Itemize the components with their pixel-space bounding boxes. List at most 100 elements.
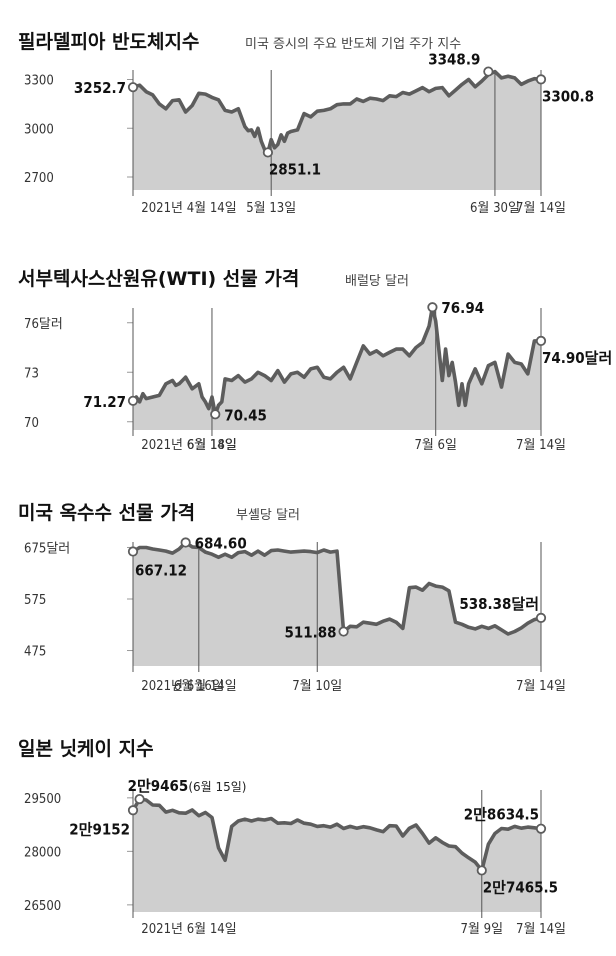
data-point bbox=[221, 401, 223, 403]
y-tick-label: 29500 bbox=[24, 792, 61, 807]
data-point bbox=[507, 75, 509, 77]
data-point bbox=[527, 373, 529, 375]
data-point bbox=[349, 378, 351, 380]
data-point bbox=[415, 824, 417, 826]
data-point bbox=[533, 78, 536, 80]
data-point bbox=[237, 108, 239, 110]
data-point bbox=[323, 109, 325, 111]
series-area bbox=[133, 307, 541, 430]
data-point bbox=[375, 829, 378, 831]
data-point bbox=[310, 368, 312, 370]
data-point bbox=[343, 103, 345, 105]
data-point bbox=[428, 842, 430, 844]
panel-title: 미국 옥수수 선물 가격 bbox=[18, 502, 195, 524]
data-point bbox=[382, 100, 384, 102]
data-point bbox=[458, 404, 460, 406]
data-point bbox=[171, 809, 174, 811]
data-point bbox=[158, 394, 160, 396]
x-tick-label: 6월 30일 bbox=[470, 201, 520, 216]
data-point bbox=[389, 825, 391, 827]
annotation-marker bbox=[127, 395, 139, 406]
data-point bbox=[395, 348, 397, 350]
data-point bbox=[145, 546, 147, 549]
data-point bbox=[191, 388, 193, 390]
data-point bbox=[435, 320, 437, 322]
data-point bbox=[356, 626, 358, 628]
data-point bbox=[421, 342, 424, 344]
y-tick-label: 3300 bbox=[24, 74, 54, 89]
data-point bbox=[165, 383, 167, 385]
data-point bbox=[277, 822, 279, 824]
panel-subtitle: 부셸당 달러 bbox=[236, 508, 300, 523]
annotation-marker bbox=[483, 66, 494, 77]
annotation-marker bbox=[535, 612, 547, 623]
data-point bbox=[303, 550, 305, 552]
data-points bbox=[132, 541, 542, 635]
data-point bbox=[362, 621, 364, 623]
data-point bbox=[296, 551, 299, 553]
data-point bbox=[260, 140, 262, 142]
panel-title: 일본 닛케이 지수 bbox=[18, 738, 154, 760]
data-point bbox=[224, 859, 226, 861]
data-point bbox=[520, 363, 522, 365]
data-points bbox=[132, 306, 542, 415]
data-point bbox=[382, 620, 384, 622]
data-point bbox=[290, 130, 292, 133]
annotation-label: 2851.1 bbox=[269, 160, 321, 178]
data-point bbox=[481, 80, 483, 82]
x-tick-label: 7월 14일 bbox=[516, 922, 566, 937]
data-point bbox=[250, 378, 253, 380]
data-point bbox=[280, 134, 282, 136]
data-point bbox=[244, 126, 246, 128]
data-point bbox=[375, 623, 378, 625]
data-point bbox=[171, 100, 174, 102]
data-point bbox=[451, 361, 453, 363]
y-tick-label: 28000 bbox=[24, 845, 61, 860]
data-point bbox=[211, 553, 213, 555]
data-point bbox=[204, 93, 206, 95]
data-point bbox=[481, 383, 483, 385]
data-point bbox=[445, 348, 447, 350]
annotation-marker bbox=[262, 147, 274, 158]
data-point bbox=[415, 90, 417, 92]
data-point bbox=[145, 91, 147, 93]
data-point bbox=[316, 825, 318, 828]
data-point bbox=[277, 143, 279, 146]
data-point bbox=[375, 98, 378, 100]
data-point bbox=[303, 376, 305, 378]
data-point bbox=[454, 381, 457, 383]
data-point bbox=[237, 375, 239, 377]
data-point bbox=[244, 818, 246, 820]
data-point bbox=[158, 804, 160, 806]
data-point bbox=[441, 379, 443, 382]
data-point bbox=[533, 619, 536, 621]
data-point bbox=[310, 823, 312, 825]
data-point bbox=[435, 585, 437, 587]
data-point bbox=[217, 99, 220, 101]
data-point bbox=[520, 83, 522, 85]
data-point bbox=[349, 103, 351, 105]
data-point bbox=[270, 139, 272, 141]
data-point bbox=[152, 396, 154, 398]
x-tick-label: 7월 9일 bbox=[461, 922, 504, 937]
data-point bbox=[277, 370, 279, 372]
y-tick-label: 3000 bbox=[24, 122, 54, 137]
data-point bbox=[287, 132, 289, 134]
data-point bbox=[329, 108, 331, 110]
data-point bbox=[204, 401, 206, 403]
data-point bbox=[142, 393, 144, 395]
data-point bbox=[494, 71, 496, 73]
data-point bbox=[310, 116, 312, 118]
data-point bbox=[231, 825, 233, 828]
data-point bbox=[178, 548, 180, 550]
data-point bbox=[250, 554, 253, 556]
panel-corn-futures: 미국 옥수수 선물 가격 부셸당 달러 675달러 575 475 2021년 6월 … bbox=[18, 502, 566, 694]
x-tick-label: 7월 14일 bbox=[516, 438, 566, 453]
annotation-label: 538.38달러 bbox=[459, 595, 539, 613]
data-point bbox=[343, 366, 345, 368]
y-tick-label: 675달러 bbox=[24, 541, 70, 556]
panel-title: 필라델피아 반도체지수 bbox=[18, 31, 199, 53]
y-tick-label: 76달러 bbox=[24, 317, 63, 332]
annotation-marker bbox=[476, 865, 487, 876]
annotation-label: 511.88 bbox=[285, 624, 337, 642]
